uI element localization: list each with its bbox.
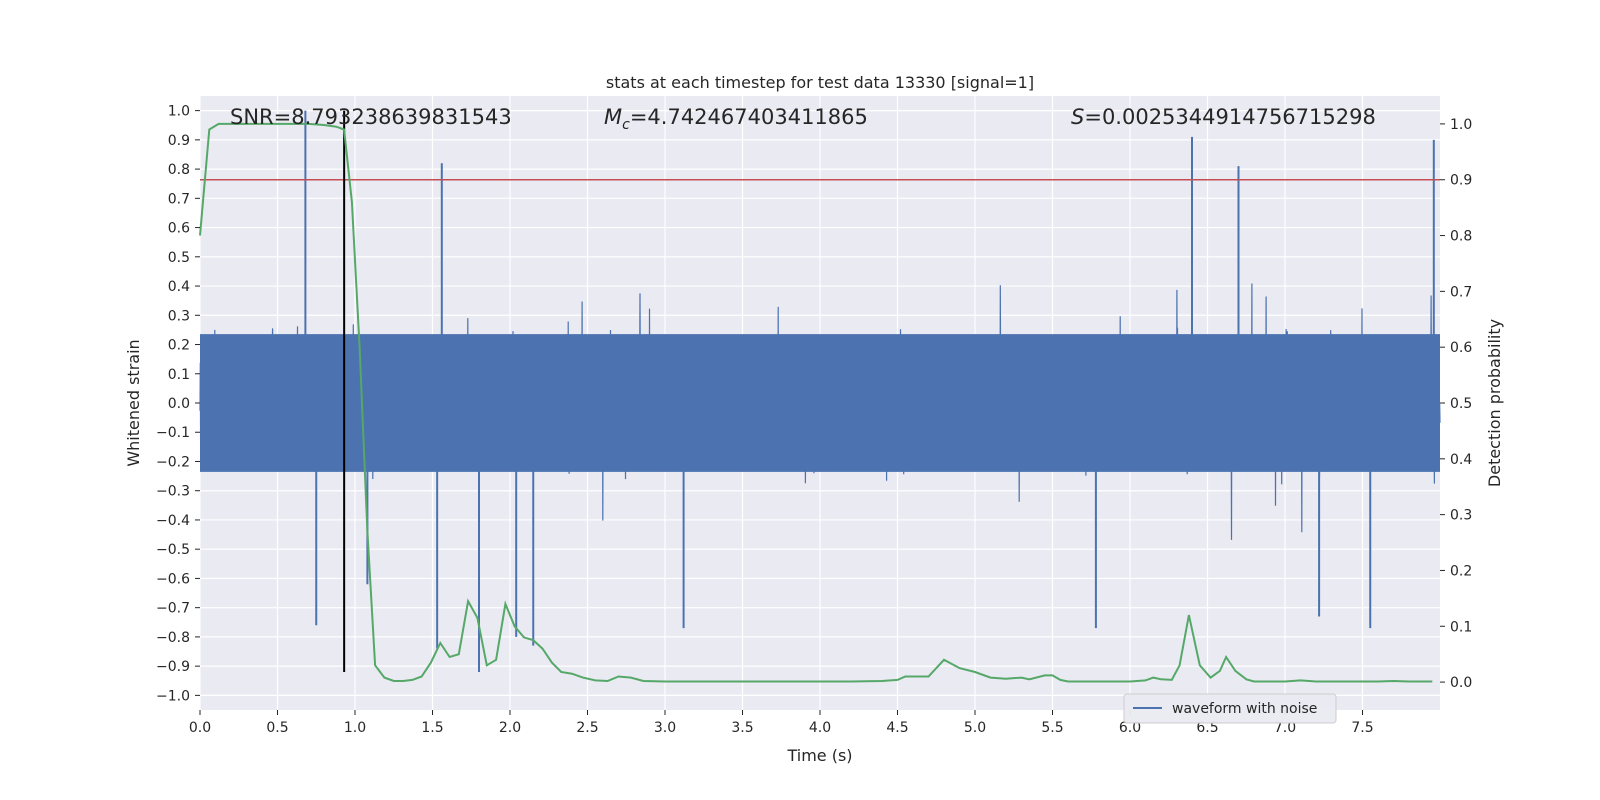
tick-label-yl-0: 1.0	[168, 104, 190, 120]
tick-label-x-11: 5.5	[1041, 720, 1063, 736]
tick-label-yl-4: 0.6	[168, 221, 190, 237]
tick-label-yl-12: −0.2	[156, 454, 190, 470]
tick-label-x-1: 0.5	[266, 720, 288, 736]
tick-label-x-0: 0.0	[189, 720, 211, 736]
tick-label-yl-1: 0.9	[168, 133, 190, 149]
tick-label-yl-20: −1.0	[156, 688, 190, 704]
waveform-series	[199, 110, 1441, 672]
snr-annotation: SNR=8.793238639831543	[230, 105, 512, 129]
tick-label-x-10: 5.0	[964, 720, 986, 736]
tick-label-yr-8: 0.2	[1450, 563, 1472, 579]
probability-series	[199, 122, 1433, 683]
tick-label-x-8: 4.0	[809, 720, 831, 736]
mc-value: =4.742467403411865	[630, 105, 868, 129]
probability-line	[199, 122, 1433, 683]
waveform-bulk	[200, 334, 1440, 472]
tick-label-yl-8: 0.2	[168, 338, 190, 354]
tick-label-yl-17: −0.7	[156, 601, 190, 617]
tick-label-yl-13: −0.3	[156, 484, 190, 500]
mc-symbol: M	[604, 105, 622, 129]
tick-label-x-14: 7.0	[1274, 720, 1296, 736]
tick-label-x-4: 2.0	[499, 720, 521, 736]
s-annotation: S=0.0025344914756715298	[1071, 105, 1376, 129]
legend-label: waveform with noise	[1172, 701, 1317, 717]
x-axis-label: Time (s)	[786, 746, 852, 765]
chart-title: stats at each timestep for test data 133…	[606, 73, 1034, 92]
y-axis-left: 1.0 0.9 0.8 0.7 0.6 0.5 0.4 0.3 0.2 0.1 0.0 −0.1 −0.…	[156, 104, 200, 704]
tick-label-yr-7: 0.3	[1450, 508, 1472, 524]
tick-label-yr-10: 0.0	[1450, 675, 1472, 691]
tick-label-yl-2: 0.8	[168, 162, 190, 178]
tick-label-x-2: 1.0	[344, 720, 366, 736]
y-axis-left-label: Whitened strain	[124, 339, 143, 466]
tick-label-yl-7: 0.3	[168, 308, 190, 324]
tick-label-yl-5: 0.5	[168, 250, 190, 266]
tick-label-x-13: 6.5	[1196, 720, 1218, 736]
tick-label-yr-0: 1.0	[1450, 117, 1472, 133]
tick-label-yl-6: 0.4	[168, 279, 190, 295]
tick-label-yl-9: 0.1	[168, 367, 190, 383]
tick-label-yr-3: 0.7	[1450, 284, 1472, 300]
tick-label-yl-11: −0.1	[156, 425, 190, 441]
tick-label-x-12: 6.0	[1119, 720, 1141, 736]
tick-label-x-6: 3.0	[654, 720, 676, 736]
tick-label-yr-4: 0.6	[1450, 340, 1472, 356]
tick-label-x-15: 7.5	[1351, 720, 1373, 736]
s-symbol: S	[1071, 105, 1084, 129]
tick-label-yl-19: −0.9	[156, 659, 190, 675]
tick-label-x-7: 3.5	[731, 720, 753, 736]
s-value: =0.0025344914756715298	[1084, 105, 1376, 129]
tick-label-x-9: 4.5	[886, 720, 908, 736]
tick-label-yl-14: −0.4	[156, 513, 190, 529]
tick-label-yr-5: 0.5	[1450, 396, 1472, 412]
tick-label-yl-15: −0.5	[156, 542, 190, 558]
tick-label-yl-3: 0.7	[168, 191, 190, 207]
tick-label-yr-9: 0.1	[1450, 619, 1472, 635]
tick-label-yl-16: −0.6	[156, 571, 190, 587]
legend: waveform with noise	[1123, 693, 1337, 724]
tick-label-yl-18: −0.8	[156, 630, 190, 646]
mc-subscript: c	[622, 117, 630, 133]
tick-label-yr-1: 0.9	[1450, 173, 1472, 189]
chirp-mass-annotation: Mc=4.742467403411865	[604, 105, 868, 133]
y-axis-right-label: Detection probability	[1485, 319, 1504, 487]
tick-label-x-5: 2.5	[576, 720, 598, 736]
x-axis: 0.0 0.5 1.0 1.5 2.0 2.5 3.0 3.5 4.0 4.5 5.0 5.5 6.0 6…	[189, 710, 1374, 736]
tick-label-yr-2: 0.8	[1450, 229, 1472, 245]
y-axis-right: 1.0 0.9 0.8 0.7 0.6 0.5 0.4 0.3 0.2 0.1 0.0	[1440, 117, 1472, 691]
tick-label-yl-10: 0.0	[168, 396, 190, 412]
tick-label-yr-6: 0.4	[1450, 452, 1472, 468]
tick-label-x-3: 1.5	[421, 720, 443, 736]
